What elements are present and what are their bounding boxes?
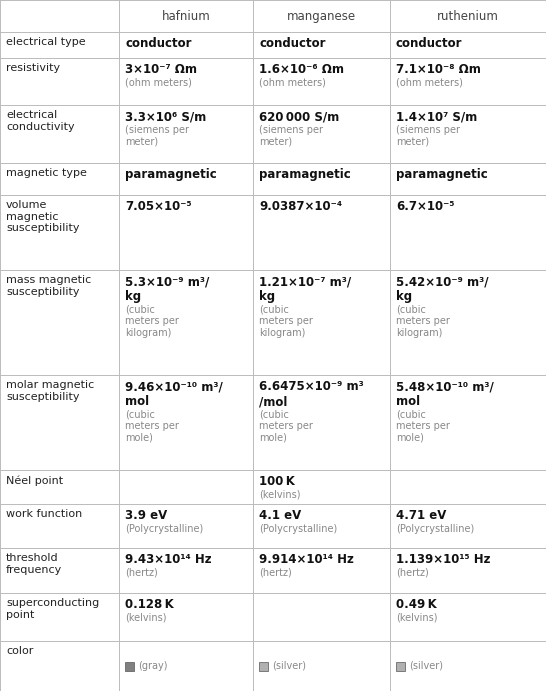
Text: (kelvins): (kelvins) xyxy=(125,613,167,623)
Text: 0.49 K: 0.49 K xyxy=(396,598,437,611)
Text: (kelvins): (kelvins) xyxy=(396,613,437,623)
Text: hafnium: hafnium xyxy=(162,10,210,23)
Text: resistivity: resistivity xyxy=(6,63,60,73)
Text: 9.43×10¹⁴ Hz: 9.43×10¹⁴ Hz xyxy=(125,553,212,566)
Text: 3×10⁻⁷ Ωm: 3×10⁻⁷ Ωm xyxy=(125,63,197,76)
Text: electrical type: electrical type xyxy=(6,37,86,47)
Text: (cubic
meters per
kilogram): (cubic meters per kilogram) xyxy=(125,305,179,338)
Text: conductor: conductor xyxy=(259,37,325,50)
Text: 1.6×10⁻⁶ Ωm: 1.6×10⁻⁶ Ωm xyxy=(259,63,344,76)
Text: 4.1 eV: 4.1 eV xyxy=(259,509,301,522)
Text: 1.139×10¹⁵ Hz: 1.139×10¹⁵ Hz xyxy=(396,553,490,566)
Text: 7.1×10⁻⁸ Ωm: 7.1×10⁻⁸ Ωm xyxy=(396,63,481,76)
Text: (silver): (silver) xyxy=(409,661,443,671)
Text: conductor: conductor xyxy=(125,37,192,50)
Text: 1.4×10⁷ S/m: 1.4×10⁷ S/m xyxy=(396,110,477,123)
Text: (Polycrystalline): (Polycrystalline) xyxy=(259,524,337,533)
Bar xyxy=(396,661,405,670)
Text: 9.46×10⁻¹⁰ m³/
mol: 9.46×10⁻¹⁰ m³/ mol xyxy=(125,380,223,408)
Text: (hertz): (hertz) xyxy=(125,568,158,578)
Text: (ohm meters): (ohm meters) xyxy=(125,78,192,88)
Text: 1.21×10⁻⁷ m³/
kg: 1.21×10⁻⁷ m³/ kg xyxy=(259,275,351,303)
Text: magnetic type: magnetic type xyxy=(6,168,87,178)
Text: 5.3×10⁻⁹ m³/
kg: 5.3×10⁻⁹ m³/ kg xyxy=(125,275,209,303)
Text: 3.3×10⁶ S/m: 3.3×10⁶ S/m xyxy=(125,110,206,123)
Text: 100 K: 100 K xyxy=(259,475,295,488)
Text: 620 000 S/m: 620 000 S/m xyxy=(259,110,339,123)
Text: 4.71 eV: 4.71 eV xyxy=(396,509,447,522)
Text: manganese: manganese xyxy=(287,10,356,23)
Text: color: color xyxy=(6,646,33,656)
Text: (kelvins): (kelvins) xyxy=(259,490,300,500)
Text: paramagnetic: paramagnetic xyxy=(259,168,351,181)
Text: 3.9 eV: 3.9 eV xyxy=(125,509,167,522)
Text: superconducting
point: superconducting point xyxy=(6,598,99,620)
Text: Néel point: Néel point xyxy=(6,475,63,486)
Text: ruthenium: ruthenium xyxy=(437,10,499,23)
Text: (hertz): (hertz) xyxy=(396,568,429,578)
Text: (ohm meters): (ohm meters) xyxy=(396,78,463,88)
Text: conductor: conductor xyxy=(396,37,462,50)
Text: (ohm meters): (ohm meters) xyxy=(259,78,326,88)
Text: 0.128 K: 0.128 K xyxy=(125,598,174,611)
Text: (cubic
meters per
kilogram): (cubic meters per kilogram) xyxy=(396,305,450,338)
Text: (Polycrystalline): (Polycrystalline) xyxy=(396,524,474,533)
Text: (cubic
meters per
mole): (cubic meters per mole) xyxy=(259,410,313,443)
Text: mass magnetic
susceptibility: mass magnetic susceptibility xyxy=(6,275,91,296)
Text: (hertz): (hertz) xyxy=(259,568,292,578)
Text: (gray): (gray) xyxy=(138,661,168,671)
Text: threshold
frequency: threshold frequency xyxy=(6,553,62,575)
Text: 7.05×10⁻⁵: 7.05×10⁻⁵ xyxy=(125,200,192,213)
Text: (siemens per
meter): (siemens per meter) xyxy=(396,125,460,146)
Text: (cubic
meters per
kilogram): (cubic meters per kilogram) xyxy=(259,305,313,338)
Text: (siemens per
meter): (siemens per meter) xyxy=(259,125,323,146)
Text: 9.0387×10⁻⁴: 9.0387×10⁻⁴ xyxy=(259,200,342,213)
Bar xyxy=(125,661,134,670)
Text: 5.48×10⁻¹⁰ m³/
mol: 5.48×10⁻¹⁰ m³/ mol xyxy=(396,380,494,408)
Text: 6.7×10⁻⁵: 6.7×10⁻⁵ xyxy=(396,200,454,213)
Text: work function: work function xyxy=(6,509,82,519)
Text: 6.6475×10⁻⁹ m³
/mol: 6.6475×10⁻⁹ m³ /mol xyxy=(259,380,364,408)
Bar xyxy=(259,661,268,670)
Text: paramagnetic: paramagnetic xyxy=(396,168,488,181)
Text: molar magnetic
susceptibility: molar magnetic susceptibility xyxy=(6,380,94,401)
Text: (siemens per
meter): (siemens per meter) xyxy=(125,125,189,146)
Text: volume
magnetic
susceptibility: volume magnetic susceptibility xyxy=(6,200,80,233)
Text: (Polycrystalline): (Polycrystalline) xyxy=(125,524,203,533)
Text: 5.42×10⁻⁹ m³/
kg: 5.42×10⁻⁹ m³/ kg xyxy=(396,275,489,303)
Text: (cubic
meters per
mole): (cubic meters per mole) xyxy=(396,410,450,443)
Text: (silver): (silver) xyxy=(272,661,306,671)
Text: 9.914×10¹⁴ Hz: 9.914×10¹⁴ Hz xyxy=(259,553,354,566)
Text: (cubic
meters per
mole): (cubic meters per mole) xyxy=(125,410,179,443)
Text: electrical
conductivity: electrical conductivity xyxy=(6,110,75,131)
Text: paramagnetic: paramagnetic xyxy=(125,168,217,181)
